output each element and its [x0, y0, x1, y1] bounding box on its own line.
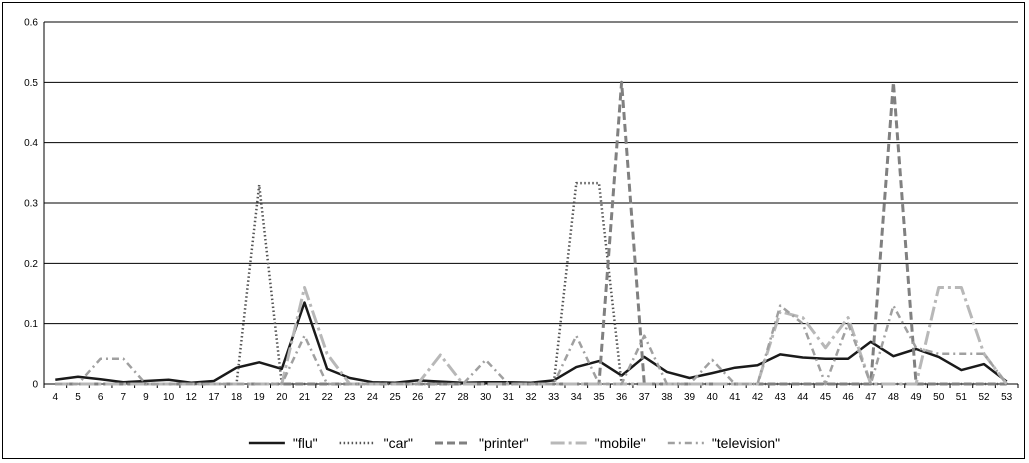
y-tick-label: 0.1: [24, 319, 38, 330]
x-tick-label: 47: [865, 392, 877, 403]
x-tick-label: 20: [276, 392, 288, 403]
legend-label: "printer": [479, 435, 529, 451]
x-tick-label: 35: [593, 392, 605, 403]
x-tick-label: 25: [390, 392, 402, 403]
y-tick-label: 0: [32, 380, 38, 391]
series-line: [55, 286, 1008, 386]
x-tick-label: 39: [684, 392, 696, 403]
x-tick-label: 7: [120, 392, 126, 403]
x-tick-label: 46: [843, 392, 855, 403]
legend: "flu" "car" "printer" "mobile" "television": [248, 435, 780, 451]
x-tick-label: 23: [344, 392, 356, 403]
x-tick-label: 45: [820, 392, 832, 403]
x-tick-label: 34: [571, 392, 583, 403]
x-tick-label: 38: [661, 392, 673, 403]
x-tick-label: 52: [978, 392, 990, 403]
x-tick-label: 33: [548, 392, 560, 403]
series-line: [55, 301, 1008, 385]
x-tick-label: 31: [503, 392, 515, 403]
x-tick-label: 30: [480, 392, 492, 403]
x-tick-label: 42: [752, 392, 764, 403]
x-tick-label: 41: [729, 392, 741, 403]
x-tick-label: 36: [616, 392, 628, 403]
y-tick-label: 0.5: [24, 78, 38, 89]
y-tick-label: 0.2: [24, 259, 38, 270]
x-tick-label: 17: [208, 392, 220, 403]
series-line: [55, 80, 1007, 386]
x-axis-tick-labels: 4 5 6 7 9 10 12 17 18 19 20 21 22 23 24 25 26 27 28 30 31 32 3…: [53, 392, 1013, 403]
series-lines: [55, 80, 1008, 386]
x-tick-label: 32: [525, 392, 537, 403]
x-tick-label: 6: [98, 392, 104, 403]
x-tick-label: 28: [457, 392, 469, 403]
series-line: [55, 304, 1008, 386]
y-tick-label: 0.6: [24, 18, 38, 29]
legend-label: "flu": [293, 435, 318, 451]
legend-label: "mobile": [595, 435, 646, 451]
x-tick-label: 10: [163, 392, 175, 403]
x-tick-label: 5: [75, 392, 81, 403]
x-tick-label: 37: [639, 392, 651, 403]
y-axis-tick-labels: 0 0.1 0.2 0.3 0.4 0.5 0.6: [24, 18, 38, 391]
gridlines: [44, 21, 1018, 325]
x-tick-label: 4: [53, 392, 59, 403]
x-tick-label: 27: [435, 392, 447, 403]
x-tick-label: 50: [933, 392, 945, 403]
x-tick-label: 49: [911, 392, 923, 403]
y-tick-label: 0.4: [24, 138, 38, 149]
x-tick-label: 18: [231, 392, 243, 403]
x-tick-label: 12: [186, 392, 198, 403]
x-tick-label: 9: [143, 392, 149, 403]
x-tick-label: 40: [707, 392, 719, 403]
series-line: [55, 181, 1007, 386]
x-tick-label: 51: [956, 392, 968, 403]
y-tick-label: 0.3: [24, 199, 38, 210]
x-tick-label: 26: [412, 392, 424, 403]
x-tick-label: 22: [322, 392, 334, 403]
x-tick-label: 53: [1001, 392, 1013, 403]
legend-label: "car": [384, 435, 413, 451]
x-tick-label: 19: [254, 392, 266, 403]
x-tick-label: 21: [299, 392, 311, 403]
x-tick-label: 43: [775, 392, 787, 403]
legend-label: "television": [712, 435, 780, 451]
axes: [43, 22, 1019, 388]
x-tick-label: 44: [797, 392, 809, 403]
x-tick-label: 24: [367, 392, 379, 403]
x-tick-label: 48: [888, 392, 900, 403]
